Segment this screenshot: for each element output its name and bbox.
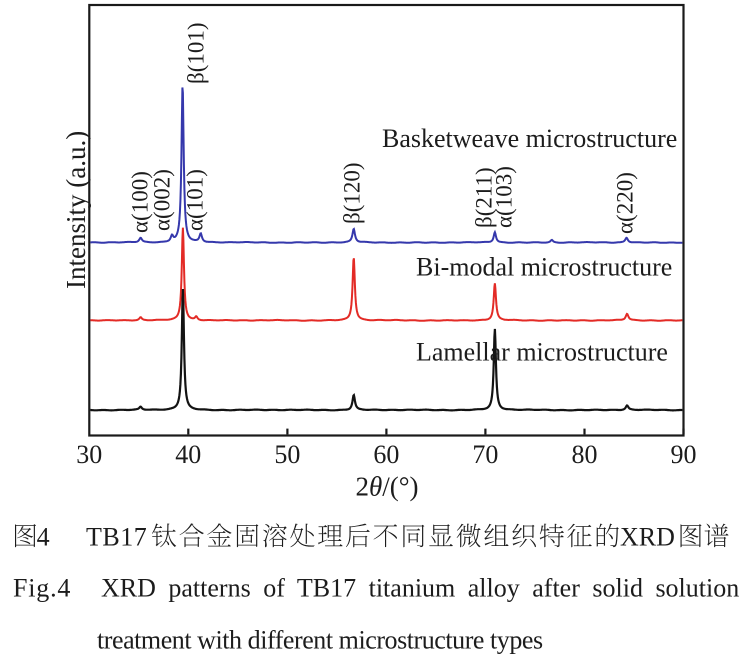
svg-text:α(220): α(220) [613,172,638,234]
svg-text:α(101): α(101) [183,169,208,231]
svg-text:α(002): α(002) [150,169,175,231]
svg-text:Intensity (a.u.): Intensity (a.u.) [61,131,91,289]
svg-text:β(120): β(120) [340,162,365,224]
svg-text:XRD: XRD [620,522,675,551]
svg-text:2θ/(°): 2θ/(°) [355,472,418,502]
svg-text:40: 40 [175,440,201,469]
svg-text:Lamellar microstructure: Lamellar microstructure [416,338,668,367]
svg-text:4: 4 [37,522,50,551]
svg-text:β(211): β(211) [472,167,497,228]
svg-text:30: 30 [76,440,102,469]
svg-text:XRD patterns of TB17 titanium: XRD patterns of TB17 titanium alloy afte… [101,574,739,603]
svg-text:α(103): α(103) [492,166,517,228]
svg-text:Bi-modal microstructure: Bi-modal microstructure [416,253,672,282]
svg-text:80: 80 [572,440,598,469]
svg-text:treatment with different micro: treatment with different microstructure … [97,625,543,654]
svg-text:50: 50 [274,440,300,469]
svg-text:Basketweave microstructure: Basketweave microstructure [382,124,677,153]
svg-text:90: 90 [671,440,697,469]
svg-text:70: 70 [472,440,498,469]
svg-text:α(100): α(100) [128,171,153,233]
svg-text:60: 60 [373,440,399,469]
svg-text:TB17: TB17 [86,522,147,551]
svg-text:β(101): β(101) [184,22,209,84]
svg-text:Fig.4: Fig.4 [13,574,71,603]
